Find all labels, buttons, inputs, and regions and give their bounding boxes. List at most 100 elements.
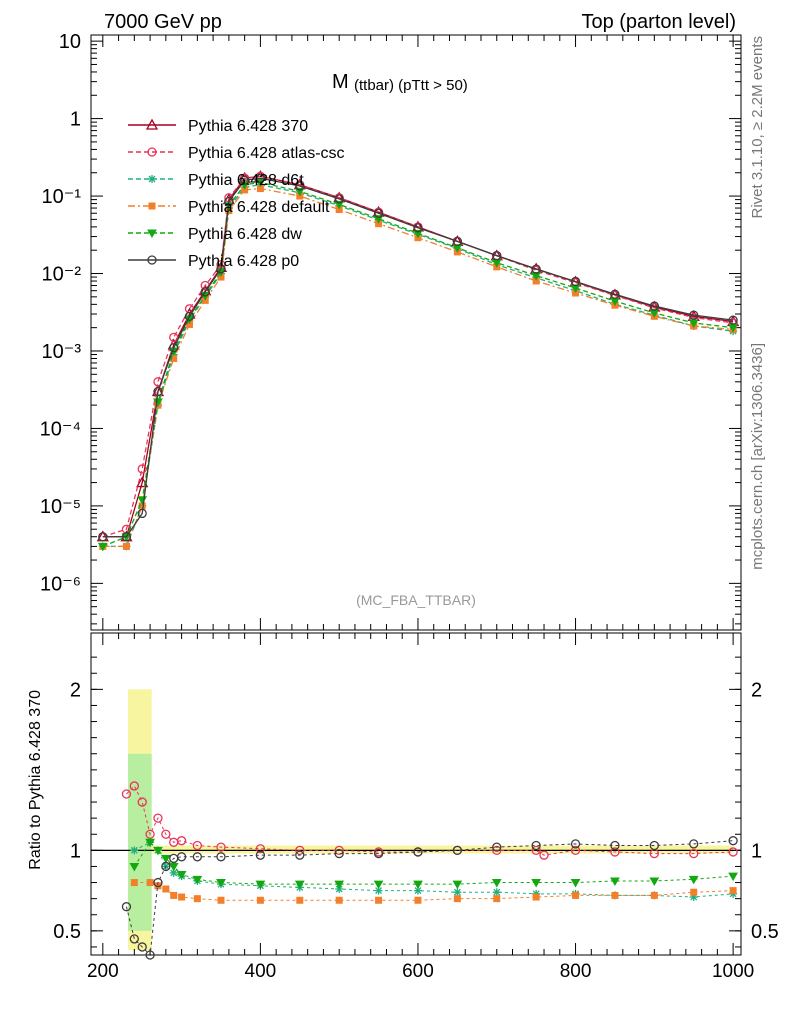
data-point xyxy=(184,311,195,321)
ratio-point xyxy=(373,880,384,890)
ratio-point xyxy=(689,839,699,849)
ratio-point xyxy=(129,781,139,791)
legend-marker xyxy=(145,118,159,130)
ratio-point xyxy=(572,891,580,899)
y-tick-label: 10⁻¹ xyxy=(42,186,82,208)
ratio-point xyxy=(531,879,542,888)
y-tick-label: 10⁻³ xyxy=(42,341,82,363)
ratio-point xyxy=(334,880,345,890)
ratio-point xyxy=(161,829,171,839)
ratio-point xyxy=(296,896,304,904)
ratio-point xyxy=(160,854,171,864)
ratio-point xyxy=(729,887,737,895)
data-point xyxy=(452,236,463,247)
data-point xyxy=(295,181,305,191)
ratio-point xyxy=(374,886,383,895)
data-point xyxy=(97,542,108,552)
legend-marker xyxy=(147,255,157,265)
analysis-annotation: (MC_FBA_TTBAR) xyxy=(356,592,476,608)
ratio-point xyxy=(610,847,620,857)
legend-label: Pythia 6.428 d6t xyxy=(188,172,304,189)
ratio-point xyxy=(532,893,540,901)
ratio-point xyxy=(153,813,163,823)
ratio-point xyxy=(610,840,620,851)
rivet-version-label: Rivet 3.1.10, ≥ 2.2M events xyxy=(749,36,766,219)
data-point xyxy=(688,319,699,328)
data-point xyxy=(256,185,264,193)
ratio-point xyxy=(153,846,163,856)
ratio-point xyxy=(453,888,462,897)
uncertainty-band-flat xyxy=(151,845,734,854)
ratio-point xyxy=(255,880,266,890)
series-pythia-6-428-p0 xyxy=(98,173,738,542)
ratio-point xyxy=(493,895,501,903)
data-point xyxy=(531,264,541,274)
data-point xyxy=(373,208,384,218)
ratio-point xyxy=(121,902,132,912)
ratio-point xyxy=(295,845,305,855)
ratio-point xyxy=(690,888,698,896)
data-point xyxy=(689,310,699,320)
ratio-point xyxy=(531,840,541,851)
ratio-point xyxy=(176,836,187,846)
ratio-point xyxy=(145,950,155,960)
y-tick-label: 10⁻⁶ xyxy=(40,573,81,595)
ratio-point xyxy=(452,880,463,890)
ratio-point xyxy=(492,888,501,897)
data-point xyxy=(649,301,659,311)
legend-label: Pythia 6.428 p0 xyxy=(188,253,299,270)
data-point xyxy=(413,223,423,233)
ratio-point xyxy=(256,896,264,904)
ratio-point xyxy=(129,862,140,872)
chart-title-suffix: (ttbar) (pTtt > 50) xyxy=(354,77,468,94)
header-right-label: Top (parton level) xyxy=(581,11,736,33)
data-point xyxy=(169,332,179,342)
ratio-point xyxy=(413,880,423,890)
ratio-point xyxy=(728,847,738,857)
y-tick-label: 2 xyxy=(70,679,81,701)
ratio-point xyxy=(452,845,463,855)
ratio-point xyxy=(176,852,187,862)
ratio-point xyxy=(728,872,738,882)
ratio-point xyxy=(178,893,186,901)
y-tick-label: 10⁻⁴ xyxy=(40,418,81,440)
legend-entry-pythia-6-428-default: Pythia 6.428 default xyxy=(128,199,330,216)
ratio-point xyxy=(153,877,163,888)
ratio-point xyxy=(192,875,203,885)
ratio-point xyxy=(145,838,155,848)
legend-label: Pythia 6.428 default xyxy=(188,199,330,216)
ratio-point xyxy=(129,934,139,944)
data-point xyxy=(413,229,423,239)
ratio-point xyxy=(255,850,266,860)
data-point xyxy=(169,343,179,353)
ratio-point xyxy=(611,891,619,899)
legend-entry-pythia-6-428-p0: Pythia 6.428 p0 xyxy=(128,253,299,270)
legend-entry-pythia-6-428-370: Pythia 6.428 370 xyxy=(128,118,308,135)
x-tick-label: 800 xyxy=(560,961,592,982)
data-point xyxy=(137,508,147,519)
legend-label: Pythia 6.428 dw xyxy=(188,226,302,243)
source-label: mcplots.cern.ch [arXiv:1306.3436] xyxy=(749,343,766,570)
ratio-point xyxy=(492,845,502,855)
y-tick-label-right: 2 xyxy=(751,679,762,701)
legend-label: Pythia 6.428 370 xyxy=(188,118,308,135)
y-tick-label: 10⁻² xyxy=(42,264,82,286)
ratio-point xyxy=(145,829,155,839)
ratio-point xyxy=(373,848,384,859)
data-point xyxy=(532,277,540,285)
ratio-point xyxy=(216,879,226,888)
ratio-point xyxy=(192,840,203,851)
ratio-series-line xyxy=(133,841,734,885)
data-point xyxy=(241,186,249,194)
main-frame xyxy=(90,34,742,631)
main-plot-panel: 10 1 10⁻¹ 10⁻² 10⁻³ 10⁻⁴ 10⁻⁵ 10⁻⁶ M (ttbar) (pTt… xyxy=(40,31,742,631)
x-tick-label: 600 xyxy=(402,961,434,982)
ratio-point xyxy=(170,891,178,899)
ratio-point xyxy=(216,852,226,862)
ratio-point xyxy=(649,877,660,886)
data-point xyxy=(98,532,108,542)
ratio-point xyxy=(294,880,305,890)
x-tick-label: 1000 xyxy=(712,961,754,982)
legend-entry-pythia-6-428-d6t: Pythia 6.428 d6t xyxy=(128,172,304,189)
